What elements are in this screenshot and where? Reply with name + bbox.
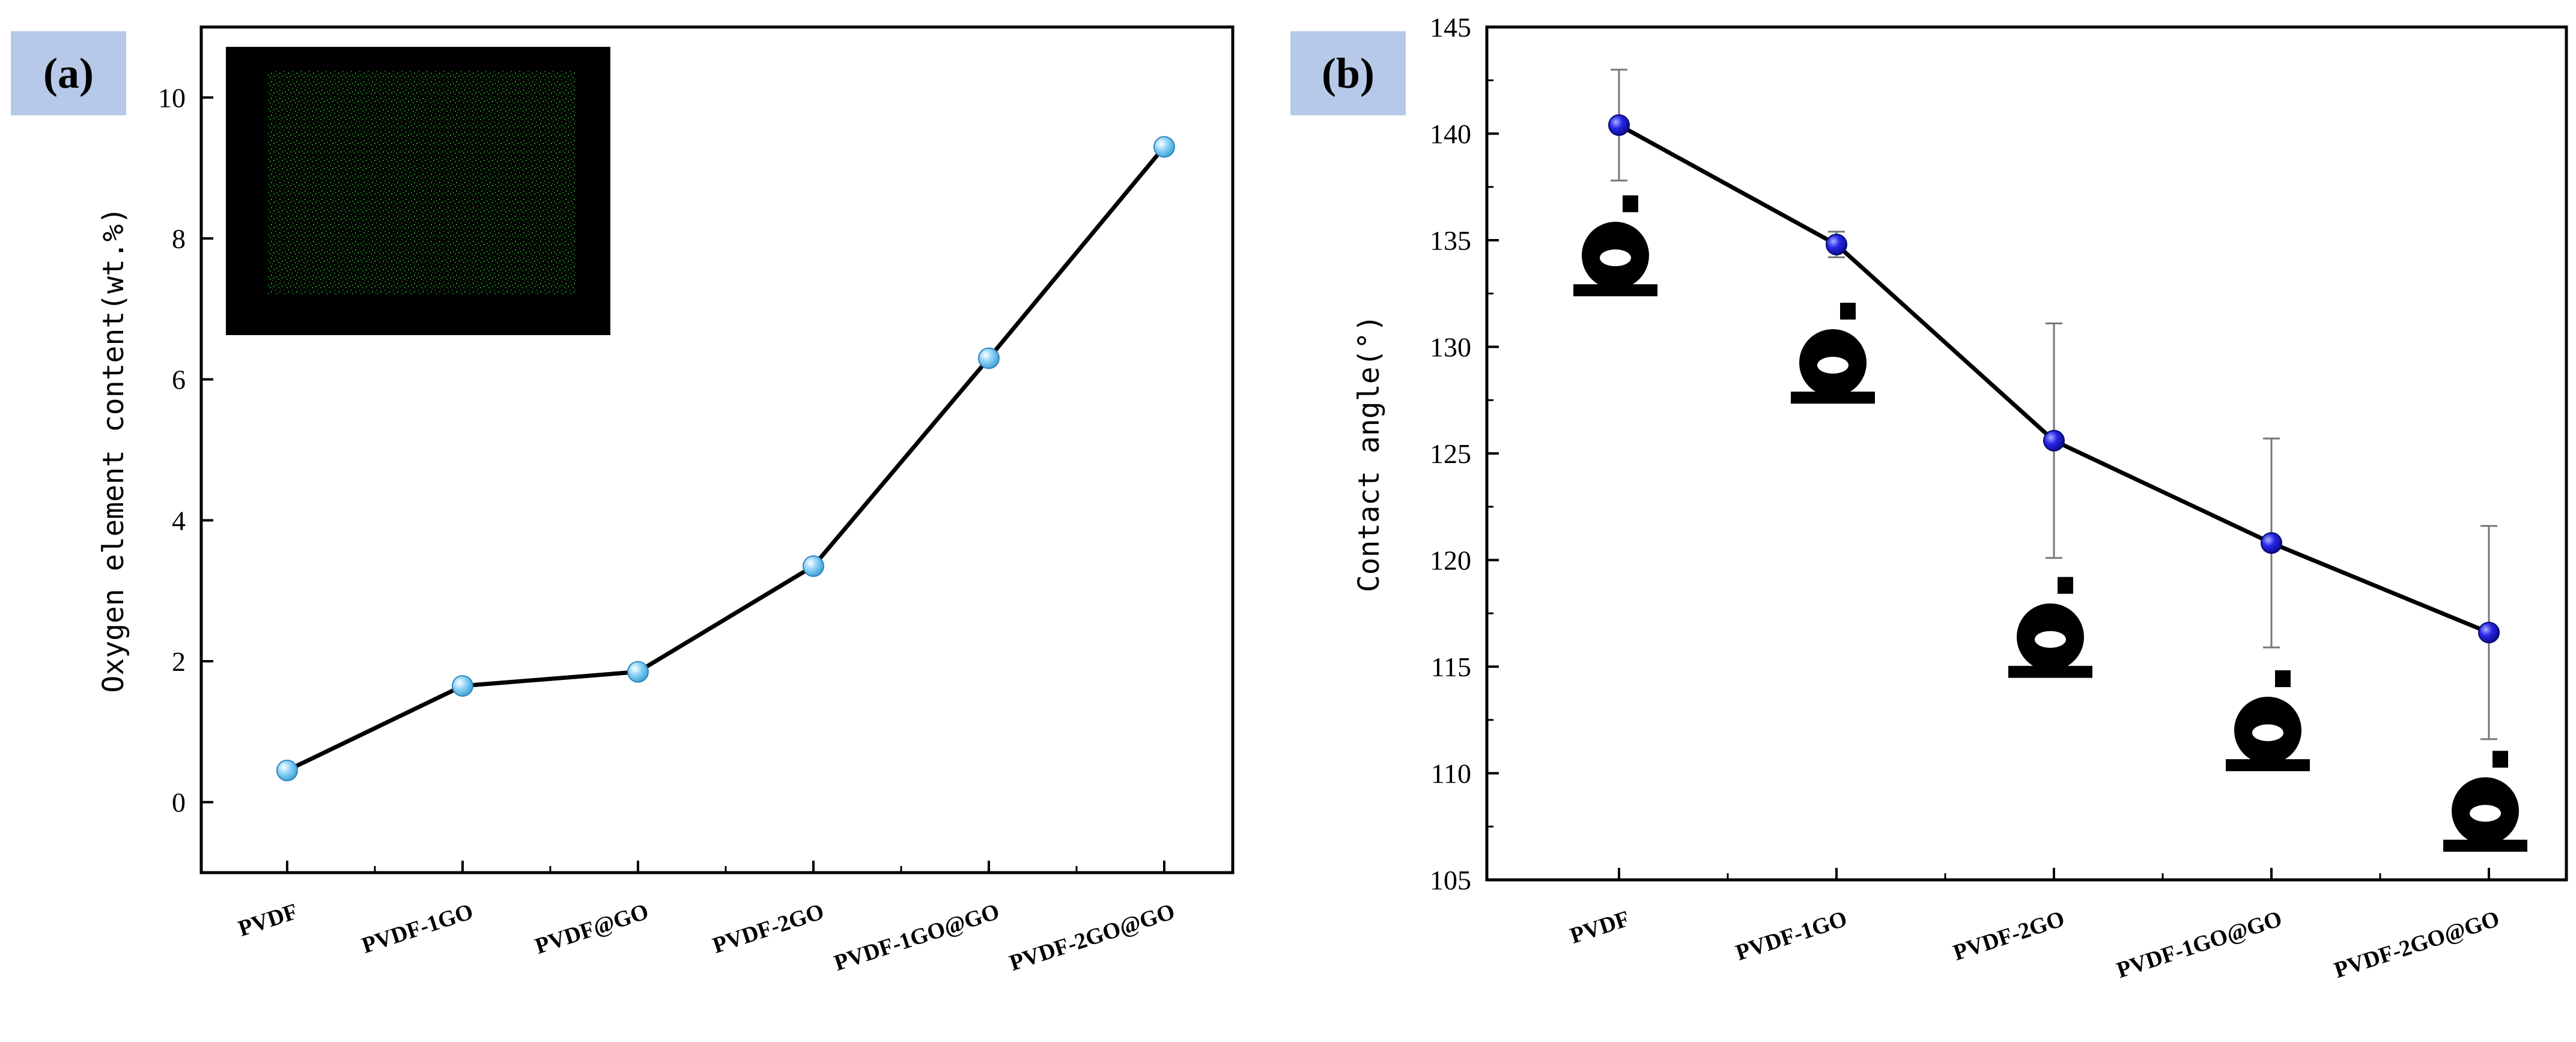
panel-b-y-tick-label: 110 [1431,759,1471,789]
panel-b-droplet-image [2226,670,2310,772]
panel-a-data-point [627,661,649,683]
panel-a-y-tick-label: 2 [172,646,186,677]
panel-b-y-tick-label: 120 [1430,545,1471,576]
panel-b-y-axis-label: Contact angle(°) [1352,315,1386,592]
panel-b-droplet-image [1573,195,1657,297]
panel-a-data-point [1153,136,1175,158]
panel-a-y-tick-label: 6 [172,365,186,395]
panel-a-x-tick-label: PVDF-2GO@GO [1006,899,1178,976]
panel-b-x-tick-label: PVDF-2GO [1950,906,2068,966]
panel-b-y-tick-label: 140 [1430,119,1471,150]
panel-a-plot-frame [199,25,1235,874]
panel-b-x-tick-label: PVDF [1567,906,1632,949]
panel-a-x-tick-label: PVDF [235,899,300,942]
panel-b-data-point [2261,532,2282,554]
panel-b-y-tick-label: 125 [1430,438,1471,469]
panel-b-data-point [1826,234,1847,256]
panel-a-x-tick-label: PVDF@GO [532,899,652,959]
panel-a-y-tick-label: 10 [158,82,186,113]
panel-b-y-tick-label: 135 [1430,225,1471,256]
panel-b-x-tick-label: PVDF-1GO@GO [2113,906,2285,983]
panel-a-y-tick-label: 0 [172,787,186,818]
panel-b-axes: 105 110 115 120 125 130 135 140 145 PVDF PVDF-1GO P… [1352,12,2568,983]
panel-a-tag: (a) [11,31,126,115]
panel-a-x-tick-label: PVDF-1GO [359,899,476,959]
panel-a-x-tick-label: PVDF-1GO@GO [831,899,1003,976]
panel-b-droplet-image [1791,303,1875,404]
panel-b-y-tick-label: 145 [1430,12,1471,43]
panel-b-droplet-image [2008,577,2092,678]
panel-a-y-tick-label: 4 [172,505,186,536]
panel-a-series-line [286,145,1166,773]
panel-b-y-tick-label: 105 [1430,865,1471,895]
panel-b-data-point [1608,114,1630,136]
eds-inset-image [226,47,610,335]
panel-a-x-tick-label: PVDF-2GO [709,899,827,959]
panel-a-data-point [803,555,824,577]
panel-a-y-axis-label: Oxygen element content(wt.%) [97,207,130,692]
panel-b-y-tick-label: 130 [1430,332,1471,363]
panel-a-data-point [452,675,473,697]
panel-b-x-tick-label: PVDF-2GO@GO [2331,906,2503,983]
panel-a-data-point [978,347,1000,369]
panel-b-data-point [2478,622,2500,644]
panel-a-data-point [276,759,298,781]
panel-b-y-tick-label: 115 [1431,652,1471,682]
panel-b-tag: (b) [1290,31,1406,115]
panel-b-droplet-image [2443,751,2527,852]
panel-b-plot-frame [1485,25,2568,882]
panel-b-data-point [2043,429,2065,452]
panel-b-x-tick-label: PVDF-1GO [1733,906,1850,966]
panel-a-y-tick-label: 8 [172,223,186,254]
